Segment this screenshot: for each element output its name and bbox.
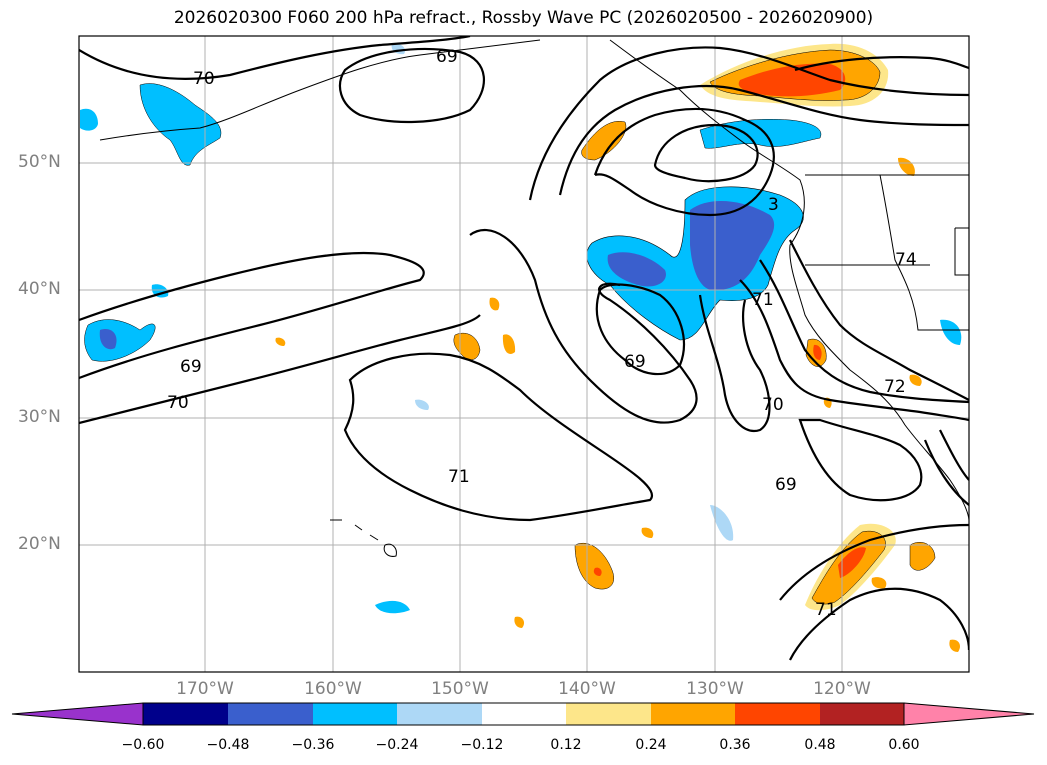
lat-label-40n: 40°N bbox=[18, 279, 61, 299]
colorbar-bin bbox=[651, 703, 735, 725]
colorbar-tick-label: −0.12 bbox=[460, 737, 504, 753]
contour-label: 69 bbox=[180, 357, 202, 377]
colorbar-bin bbox=[313, 703, 397, 725]
positive-anomaly-north bbox=[581, 43, 915, 176]
colorbar-bin bbox=[397, 703, 482, 725]
map-plot-area: 70 69 69 70 71 69 71 70 69 71 74 3 72 bbox=[79, 36, 969, 672]
negative-anomaly-aleutians bbox=[80, 43, 962, 614]
colorbar-max-extend bbox=[903, 702, 1035, 726]
negative-anomaly-offshore bbox=[586, 186, 804, 341]
colorbar-bin bbox=[228, 703, 313, 725]
colorbar-bin bbox=[566, 703, 651, 725]
colorbar-tick-label: 0.12 bbox=[550, 737, 582, 753]
colorbar-bin bbox=[735, 703, 820, 725]
colorbar-outline bbox=[142, 702, 905, 726]
colorbar-tick-label: 0.24 bbox=[635, 737, 667, 753]
lon-label-130w: 130°W bbox=[686, 679, 744, 699]
contour-label: 70 bbox=[762, 395, 784, 415]
colorbar-bin bbox=[482, 703, 566, 725]
contour-label: 72 bbox=[884, 377, 906, 397]
gridlines bbox=[79, 36, 969, 672]
colorbar-tick-label: −0.48 bbox=[206, 737, 250, 753]
lat-label-50n: 50°N bbox=[18, 152, 61, 172]
colorbar-tick-label: −0.36 bbox=[291, 737, 335, 753]
lon-label-120w: 120°W bbox=[813, 679, 871, 699]
lat-label-20n: 20°N bbox=[18, 534, 61, 554]
map-title: 2026020300 F060 200 hPa refract., Rossby… bbox=[173, 8, 874, 28]
lon-label-160w: 160°W bbox=[304, 679, 362, 699]
contour-label: 70 bbox=[193, 69, 215, 89]
map-frame bbox=[78, 35, 970, 673]
colorbar-tick-label: 0.48 bbox=[804, 737, 836, 753]
lat-label-30n: 30°N bbox=[18, 407, 61, 427]
colorbar-tick-label: 0.60 bbox=[888, 737, 920, 753]
contour-label: 3 bbox=[768, 195, 779, 215]
contour-label: 74 bbox=[895, 250, 917, 270]
colorbar-tick-label: −0.60 bbox=[121, 737, 165, 753]
contour-label: 71 bbox=[815, 600, 837, 620]
lon-label-140w: 140°W bbox=[558, 679, 616, 699]
contour-labels: 70 69 69 70 71 69 71 70 69 71 74 3 72 bbox=[167, 47, 917, 620]
contour-label: 69 bbox=[436, 47, 458, 67]
colorbar-tick-label: 0.36 bbox=[719, 737, 751, 753]
positive-anomaly-south bbox=[275, 297, 961, 652]
lon-label-150w: 150°W bbox=[431, 679, 489, 699]
colorbar-bin bbox=[143, 703, 228, 725]
contour-label: 69 bbox=[775, 475, 797, 495]
colorbar-bin bbox=[820, 703, 904, 725]
contour-label: 71 bbox=[448, 467, 470, 487]
colorbar-tick-label: −0.24 bbox=[375, 737, 419, 753]
contour-label: 71 bbox=[752, 290, 774, 310]
colorbar bbox=[11, 702, 1035, 726]
contour-label: 70 bbox=[167, 393, 189, 413]
colorbar-min-extend bbox=[11, 702, 144, 726]
contour-label: 69 bbox=[624, 352, 646, 372]
refractivity-contours bbox=[79, 36, 969, 661]
lon-label-170w: 170°W bbox=[176, 679, 234, 699]
